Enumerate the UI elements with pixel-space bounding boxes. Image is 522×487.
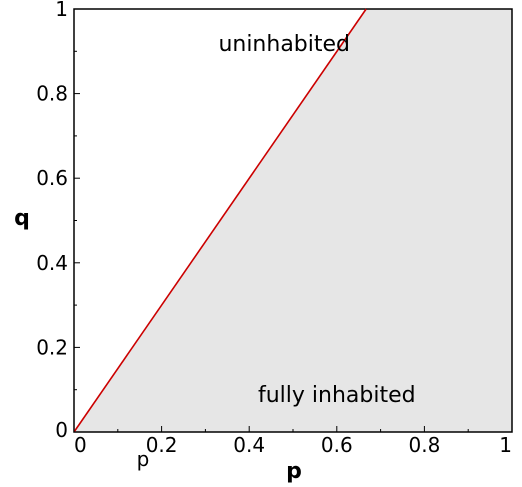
- y-tick-label: 0.4: [36, 251, 68, 275]
- uninhabited-label: uninhabited: [218, 32, 350, 57]
- x-tick-label: 0: [74, 433, 87, 457]
- y-tick-label: 0.8: [36, 82, 68, 106]
- extra-p-label: p: [137, 447, 150, 471]
- y-tick-label: 0: [55, 418, 68, 442]
- x-tick-label: 0.2: [146, 433, 178, 457]
- x-tick-label: 0.6: [321, 433, 353, 457]
- y-tick-label: 1: [55, 0, 68, 21]
- plot-area: [73, 8, 513, 433]
- y-axis-label: q: [14, 206, 30, 231]
- boundary-line: [73, 8, 367, 433]
- fully-inhabited-region: [74, 9, 512, 432]
- x-axis-label: p: [286, 459, 302, 484]
- y-tick-label: 0.2: [36, 335, 68, 359]
- x-tick-label: 0.4: [233, 433, 265, 457]
- x-tick-label: 1: [499, 433, 512, 457]
- fully-inhabited-label: fully inhabited: [258, 383, 416, 408]
- ticks: 0 0.2 0.4 0.6 0.8 1 0 0.2 0.4 0.6 0.8 1: [36, 0, 513, 457]
- x-tick-label: 0.8: [408, 433, 440, 457]
- y-tick-label: 0.6: [36, 166, 68, 190]
- labels: p q p uninhabited fully inhabited: [14, 32, 415, 484]
